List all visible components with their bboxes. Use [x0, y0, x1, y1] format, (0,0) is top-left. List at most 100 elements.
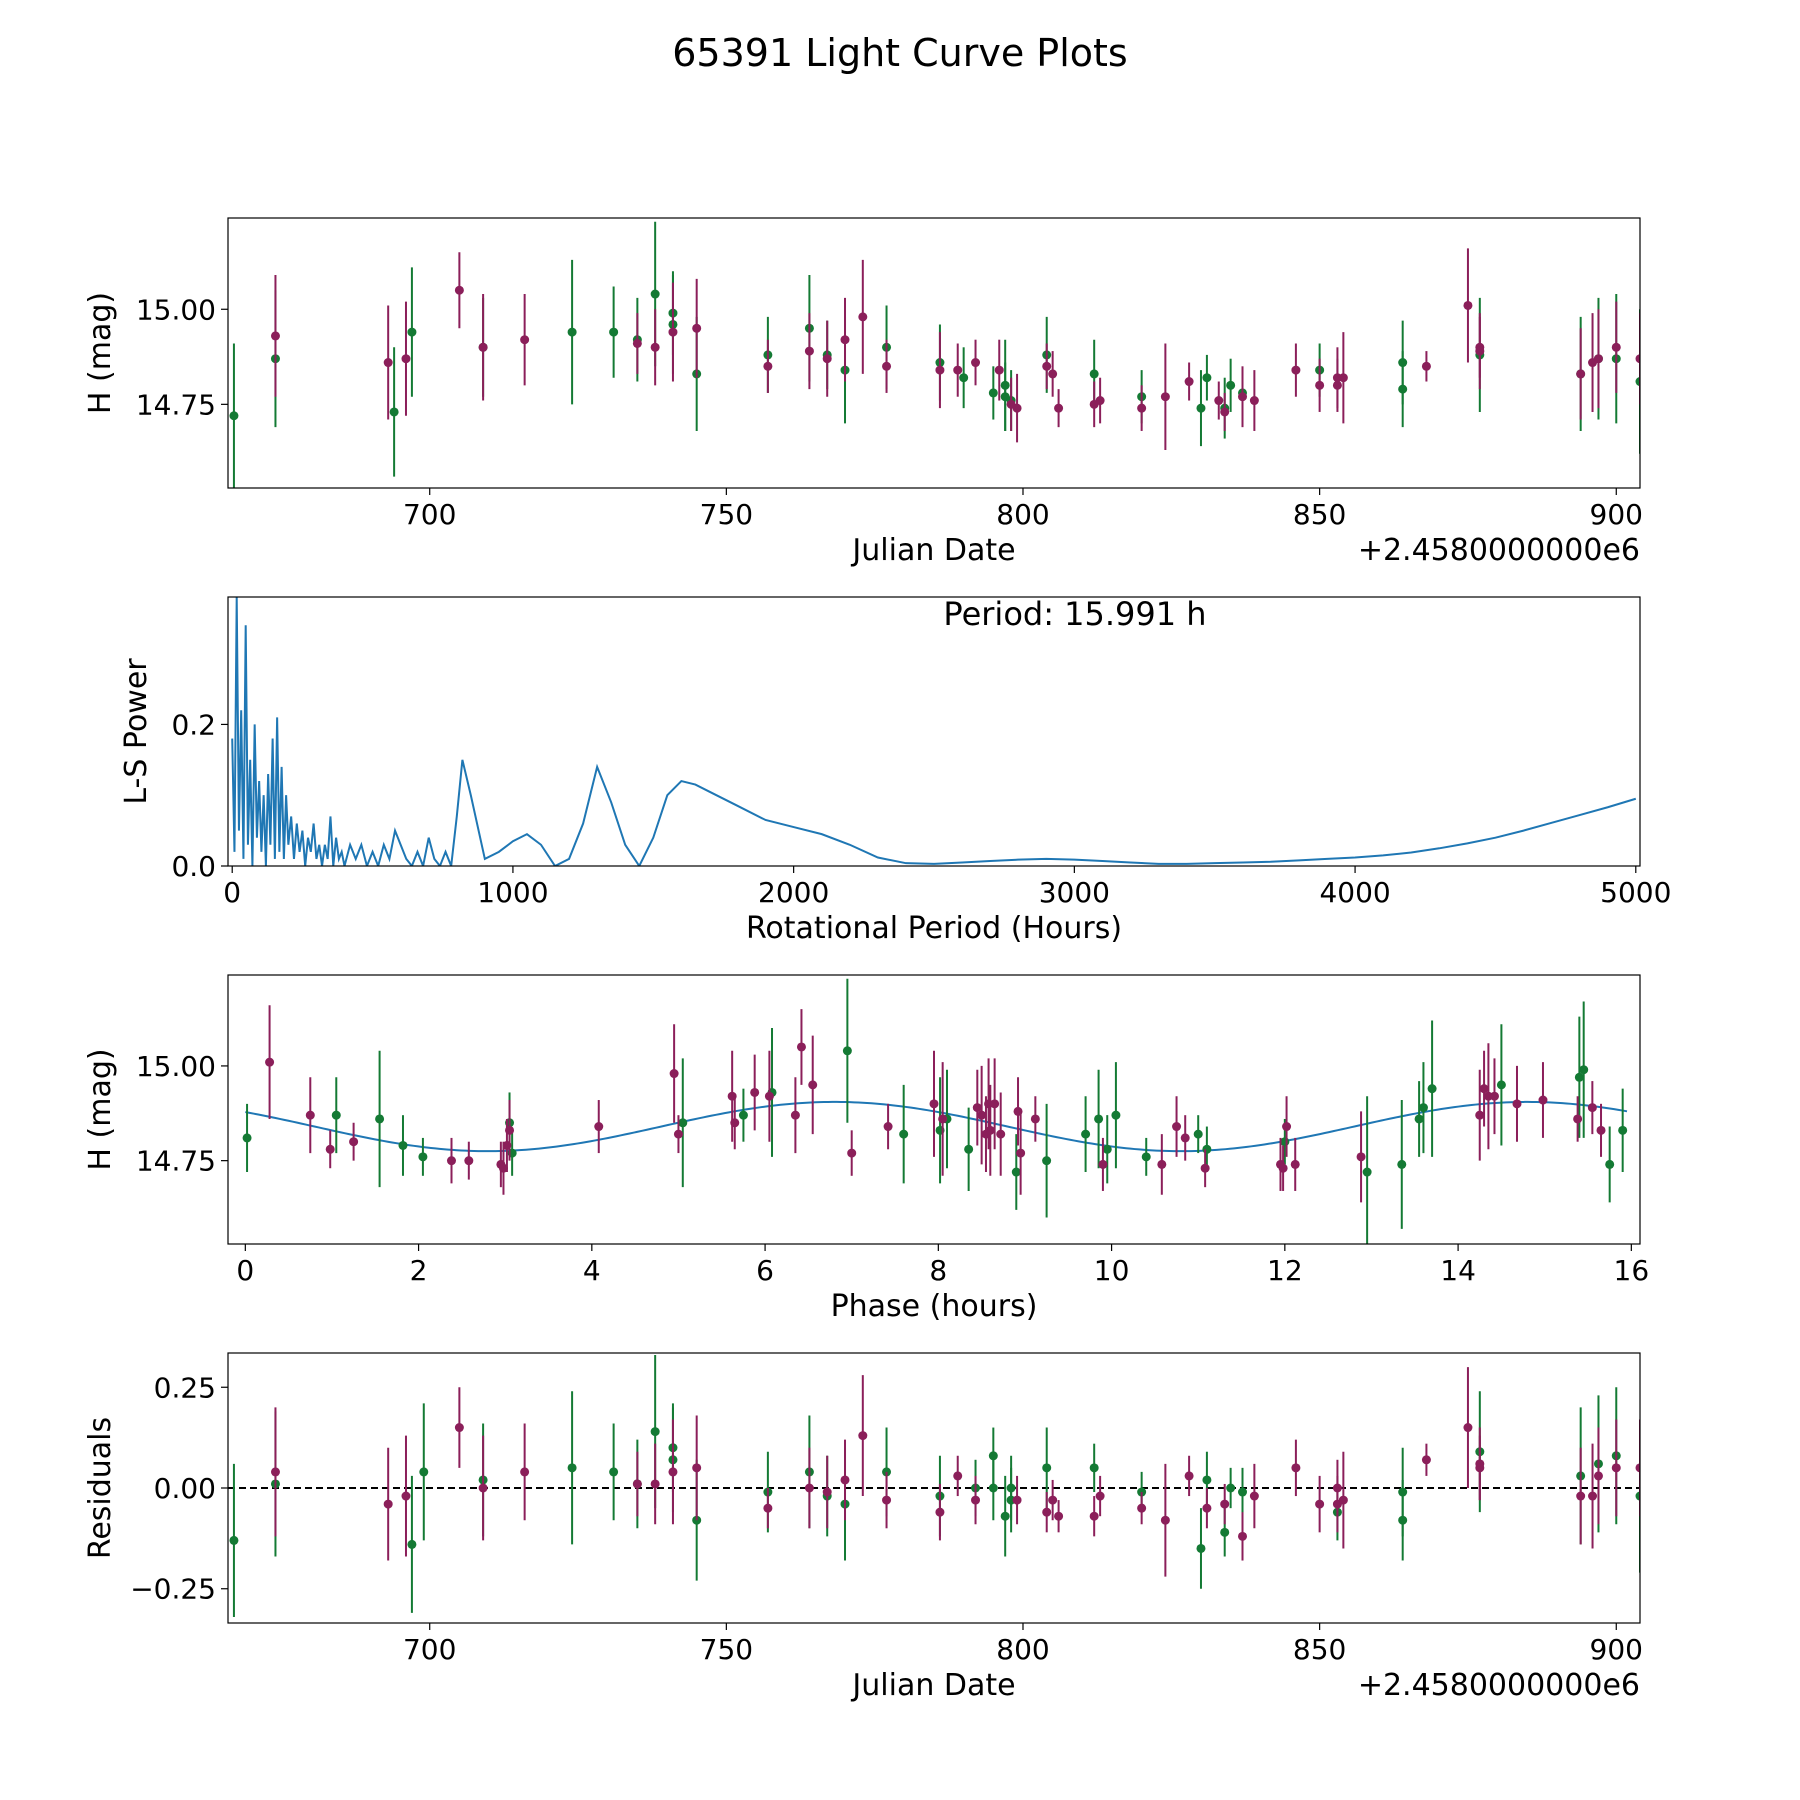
data-point: [1141, 1152, 1151, 1162]
data-point: [1576, 1491, 1586, 1501]
data-point: [1418, 1103, 1428, 1113]
data-point: [1238, 1487, 1248, 1497]
data-point: [1184, 1471, 1194, 1481]
data-point: [1588, 1491, 1598, 1501]
data-point: [972, 1103, 982, 1113]
periodogram-line: [231, 597, 1637, 866]
data-point: [840, 1475, 850, 1485]
data-point: [446, 1156, 456, 1166]
data-point: [1202, 1475, 1212, 1485]
data-point: [505, 1125, 515, 1135]
data-point: [1475, 1110, 1485, 1120]
data-point: [1048, 369, 1058, 379]
series-green: [242, 978, 1628, 1244]
data-point: [1238, 392, 1248, 402]
data-point: [1054, 403, 1064, 413]
data-point: [407, 1539, 417, 1549]
y-axis-label: L-S Power: [119, 658, 154, 805]
data-point: [401, 1491, 411, 1501]
x-tick-label: 750: [700, 1633, 753, 1666]
data-point: [567, 327, 577, 337]
data-point: [738, 1110, 748, 1120]
data-point: [1220, 407, 1230, 417]
data-point: [668, 1467, 678, 1477]
data-point: [1016, 1148, 1026, 1158]
x-tick-label: 1000: [477, 876, 548, 909]
x-tick-label: 2000: [758, 876, 829, 909]
data-point: [730, 1118, 740, 1128]
data-point: [1172, 1122, 1182, 1132]
x-tick-label: 4: [583, 1254, 601, 1287]
data-point: [1196, 1543, 1206, 1553]
y-tick-label: 14.75: [136, 1145, 216, 1178]
data-point: [1094, 1114, 1104, 1124]
data-point: [668, 327, 678, 337]
data-point: [1596, 1125, 1606, 1135]
data-point: [464, 1156, 474, 1166]
data-point: [1421, 1455, 1431, 1465]
data-point: [567, 1463, 577, 1473]
data-point: [1574, 1072, 1584, 1082]
data-point: [1463, 300, 1473, 310]
data-point: [419, 1467, 429, 1477]
data-point: [1475, 346, 1485, 356]
data-point: [1012, 403, 1022, 413]
data-point: [632, 1479, 642, 1489]
data-point: [1538, 1095, 1548, 1105]
data-point: [1054, 1511, 1064, 1521]
y-tick-label: 15.00: [136, 293, 216, 326]
data-point: [994, 365, 1004, 375]
data-point: [1338, 1495, 1348, 1505]
data-point: [1398, 384, 1408, 394]
x-tick-label: 12: [1267, 1254, 1303, 1287]
y-tick-label: 0.00: [154, 1472, 216, 1505]
data-point: [1249, 1491, 1259, 1501]
data-point: [401, 354, 411, 364]
data-point: [1605, 1159, 1615, 1169]
data-point: [1081, 1129, 1091, 1139]
data-point: [1421, 361, 1431, 371]
data-point: [1315, 1499, 1325, 1509]
x-tick-label: 2: [410, 1254, 428, 1287]
model-curve: [245, 1100, 1628, 1153]
data-point: [1202, 1503, 1212, 1513]
x-tick-label: 800: [996, 1633, 1049, 1666]
data-point: [498, 1163, 508, 1173]
plot-area-phase: [242, 978, 1628, 1244]
data-point: [1042, 1463, 1052, 1473]
data-point: [692, 323, 702, 333]
series-magenta: [265, 1005, 1606, 1203]
data-point: [1611, 342, 1621, 352]
x-tick-label: 10: [1094, 1254, 1130, 1287]
data-point: [1030, 1114, 1040, 1124]
data-point: [1278, 1163, 1288, 1173]
data-point: [1042, 1156, 1052, 1166]
data-point: [988, 388, 998, 398]
x-tick-label: 750: [700, 498, 753, 531]
data-point: [840, 335, 850, 345]
x-tick-label: 850: [1293, 1633, 1346, 1666]
data-point: [478, 1483, 488, 1493]
data-point: [938, 1114, 948, 1124]
data-point: [520, 335, 530, 345]
plot-area-lightcurve: [229, 221, 1640, 488]
data-point: [229, 411, 239, 421]
data-point: [858, 1431, 868, 1441]
data-point: [796, 1042, 806, 1052]
data-point: [1137, 403, 1147, 413]
data-point: [1220, 1527, 1230, 1537]
panel-periodogram: 0 1000 2000 3000 4000 5000 0.0 0.2 Rotational Pe…: [119, 595, 1671, 946]
data-point: [763, 1503, 773, 1513]
data-point: [454, 1423, 464, 1433]
x-tick-label: 3000: [1039, 876, 1110, 909]
data-point: [478, 342, 488, 352]
data-point: [1280, 1137, 1290, 1147]
data-point: [229, 1535, 239, 1545]
data-point: [270, 1467, 280, 1477]
panel-residuals: 700 750 800 850 900 −0.25 0.00 0.25 Julian Date R…: [83, 1352, 1643, 1703]
data-point: [1576, 369, 1586, 379]
data-point: [1089, 1511, 1099, 1521]
data-point: [1012, 1495, 1022, 1505]
data-point: [1463, 1423, 1473, 1433]
data-point: [1196, 403, 1206, 413]
